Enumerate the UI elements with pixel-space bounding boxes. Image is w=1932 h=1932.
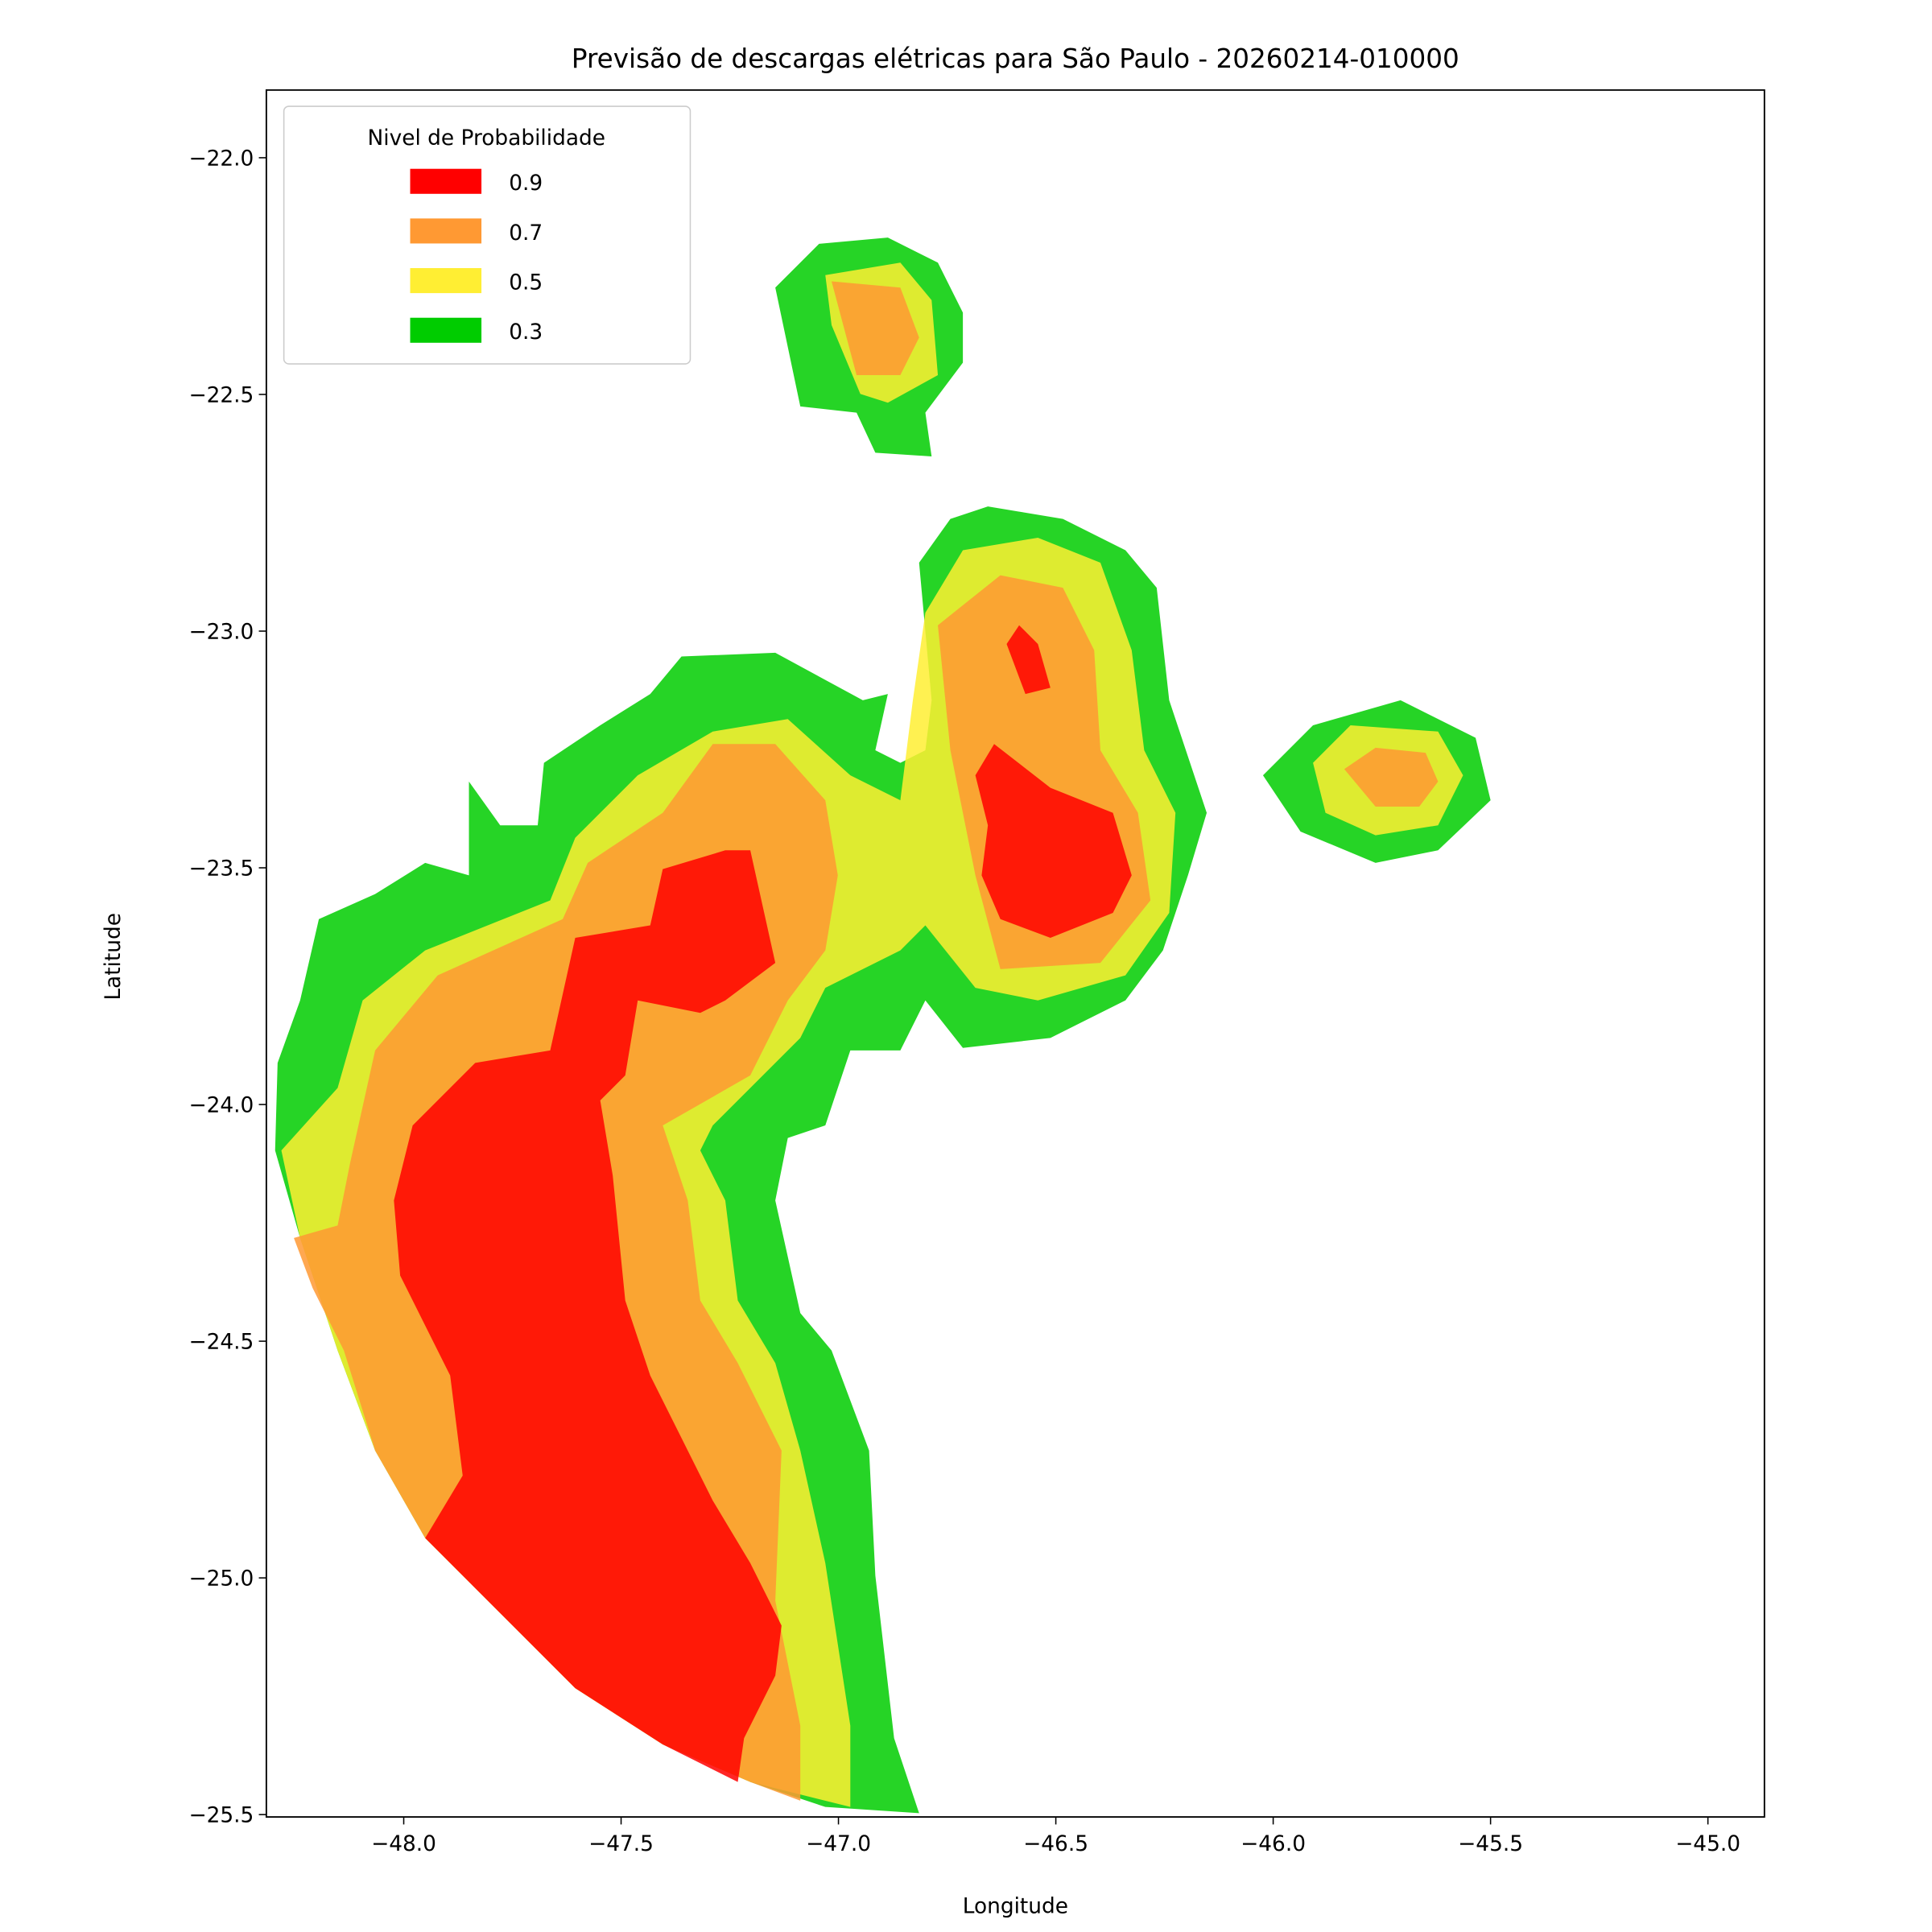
legend-box — [283, 105, 691, 365]
x-tick-label: −47.5 — [588, 1831, 654, 1856]
contour-region — [975, 744, 1132, 939]
chart-title: Previsão de descargas elétricas para São… — [572, 43, 1459, 74]
y-tick-label: −24.5 — [188, 1329, 254, 1354]
legend-label: 0.5 — [509, 270, 543, 295]
x-tick-label: −46.5 — [1023, 1831, 1088, 1856]
contour-region — [1006, 625, 1051, 695]
y-tick-label: −22.0 — [188, 146, 254, 171]
legend-label: 0.7 — [509, 221, 543, 246]
y-tick-label: −25.0 — [188, 1566, 254, 1591]
y-axis-label: Latitude — [101, 913, 126, 1001]
plot-area — [275, 237, 1491, 1814]
legend-label: 0.3 — [509, 320, 543, 345]
legend-title: Nivel de Probabilidade — [368, 126, 605, 151]
contour-region — [1344, 747, 1439, 807]
x-tick-label: −46.0 — [1241, 1831, 1306, 1856]
legend: Nivel de Probabilidade 0.9 0.7 0.5 0.3 — [283, 105, 691, 365]
y-tick-label: −23.5 — [188, 856, 254, 881]
legend-label: 0.9 — [509, 171, 543, 196]
x-tick-label: −45.5 — [1458, 1831, 1523, 1856]
legend-swatch — [410, 168, 482, 194]
contour-region — [394, 850, 782, 1782]
x-tick-label: −47.0 — [806, 1831, 871, 1856]
legend-swatch — [410, 268, 482, 294]
y-tick-label: −25.5 — [188, 1802, 254, 1827]
legend-swatch — [410, 218, 482, 244]
y-tick-label: −22.5 — [188, 382, 254, 407]
axes-frame — [265, 89, 1765, 1818]
x-tick-label: −45.0 — [1675, 1831, 1740, 1856]
x-axis-label: Longitude — [963, 1894, 1068, 1919]
y-tick-label: −23.0 — [188, 619, 254, 644]
legend-swatch — [410, 317, 482, 343]
y-tick-label: −24.0 — [188, 1092, 254, 1117]
x-tick-label: −48.0 — [371, 1831, 436, 1856]
axes: −48.0 −47.5 −47.0 −46.5 −46.0 −45.5 −45.0 −22.0… — [188, 89, 1765, 1856]
contour-region — [832, 281, 919, 376]
